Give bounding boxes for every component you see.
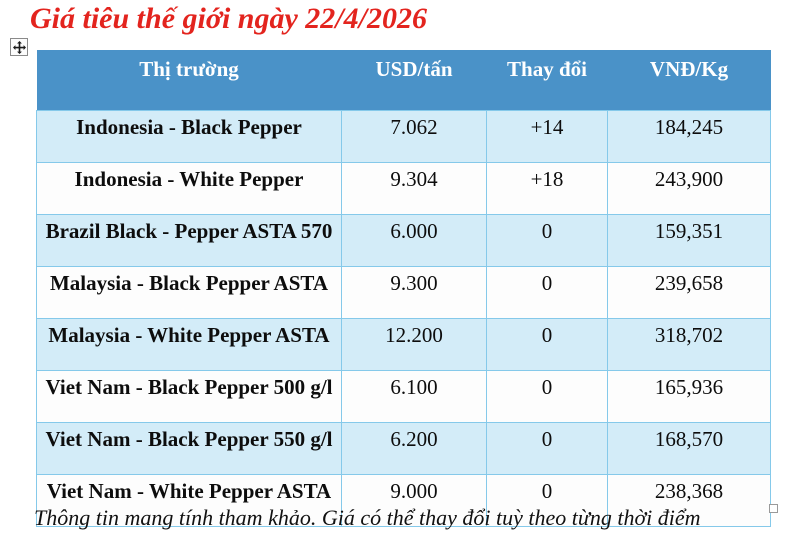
- disclaimer-text: Thông tin mang tính tham khảo. Giá có th…: [34, 505, 701, 530]
- column-header-vnd: VNĐ/Kg: [607, 50, 771, 111]
- cell-change: 0: [486, 318, 608, 371]
- cell-vnd: 243,900: [607, 162, 771, 215]
- column-header-change: Thay đổi: [486, 50, 608, 111]
- table-row: Indonesia - Black Pepper 7.062 +14 184,2…: [36, 110, 771, 163]
- table-row: Viet Nam - Black Pepper 500 g/l 6.100 0 …: [36, 370, 771, 423]
- cell-usd: 12.200: [341, 318, 487, 371]
- cell-vnd: 184,245: [607, 110, 771, 163]
- cell-usd: 6.200: [341, 422, 487, 475]
- cell-market: Viet Nam - Black Pepper 500 g/l: [36, 370, 342, 423]
- cell-market: Viet Nam - Black Pepper 550 g/l: [36, 422, 342, 475]
- column-header-market: Thị trường: [36, 50, 342, 111]
- table-row: Viet Nam - Black Pepper 550 g/l 6.200 0 …: [36, 422, 771, 475]
- cell-vnd: 238,368: [607, 474, 771, 527]
- cell-change: 0: [486, 214, 608, 267]
- page-title: Giá tiêu thế giới ngày 22/4/2026: [30, 2, 427, 35]
- cell-market: Indonesia - Black Pepper: [36, 110, 342, 163]
- cell-usd: 9.000: [341, 474, 487, 527]
- cell-change: +18: [486, 162, 608, 215]
- cell-change: 0: [486, 370, 608, 423]
- column-header-usd: USD/tấn: [341, 50, 487, 111]
- cell-change: +14: [486, 110, 608, 163]
- table-resize-handle[interactable]: [769, 504, 778, 513]
- cell-market: Viet Nam - White Pepper ASTA: [36, 474, 342, 527]
- table-move-handle[interactable]: [10, 38, 28, 56]
- table-row: Malaysia - White Pepper ASTA 12.200 0 31…: [36, 318, 771, 371]
- table-row: Malaysia - Black Pepper ASTA 9.300 0 239…: [36, 266, 771, 319]
- cell-vnd: 165,936: [607, 370, 771, 423]
- cell-usd: 6.100: [341, 370, 487, 423]
- table-row: Viet Nam - White Pepper ASTA 9.000 0 238…: [36, 474, 771, 527]
- cell-usd: 9.304: [341, 162, 487, 215]
- cell-market: Brazil Black - Pepper ASTA 570: [36, 214, 342, 267]
- cell-usd: 6.000: [341, 214, 487, 267]
- table-header-row: Thị trường USD/tấn Thay đổi VNĐ/Kg: [36, 50, 771, 111]
- table-row: Indonesia - White Pepper 9.304 +18 243,9…: [36, 162, 771, 215]
- cell-market: Indonesia - White Pepper: [36, 162, 342, 215]
- cell-change: 0: [486, 266, 608, 319]
- cell-usd: 9.300: [341, 266, 487, 319]
- pepper-price-table: Thị trường USD/tấn Thay đổi VNĐ/Kg Indon…: [36, 50, 771, 527]
- table-row: Brazil Black - Pepper ASTA 570 6.000 0 1…: [36, 214, 771, 267]
- cell-usd: 7.062: [341, 110, 487, 163]
- cell-market: Malaysia - White Pepper ASTA: [36, 318, 342, 371]
- cell-vnd: 168,570: [607, 422, 771, 475]
- four-way-move-arrow-icon: [12, 40, 26, 54]
- cell-change: 0: [486, 422, 608, 475]
- cell-vnd: 318,702: [607, 318, 771, 371]
- cell-market: Malaysia - Black Pepper ASTA: [36, 266, 342, 319]
- cell-change: 0: [486, 474, 608, 527]
- cell-vnd: 239,658: [607, 266, 771, 319]
- cell-vnd: 159,351: [607, 214, 771, 267]
